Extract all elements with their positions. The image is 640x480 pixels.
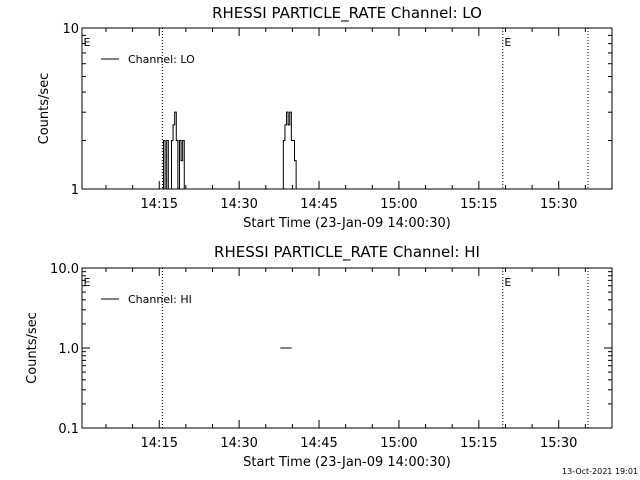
event-label: E [504, 276, 511, 289]
data-point [280, 347, 282, 349]
data-point [166, 140, 168, 142]
data-point [295, 188, 297, 190]
x-tick-label: 14:30 [220, 436, 257, 451]
chart-panel-2: RHESSI PARTICLE_RATE Channel: HI 14:15 14:… [25, 243, 613, 470]
y-axis-label: Counts/sec [37, 73, 52, 145]
x-tick-label: 15:00 [380, 197, 417, 212]
data-point [167, 188, 169, 190]
x-tick-label: 15:00 [380, 436, 417, 451]
data-point [162, 140, 164, 142]
data-point [292, 140, 294, 142]
data-point [172, 124, 174, 126]
legend-label: Channel: HI [128, 293, 192, 306]
data-series-line [161, 111, 297, 190]
x-tick-label: 14:30 [220, 197, 257, 212]
x-tick-label: 15:30 [540, 436, 577, 451]
x-tick-label: 14:45 [300, 436, 337, 451]
chart-panel-1: RHESSI PARTICLE_RATE Channel: LO 14:15 14:… [37, 4, 613, 231]
event-label: E [504, 36, 511, 49]
plot-frame [81, 27, 613, 190]
y-tick-label: 0.1 [58, 422, 79, 437]
data-point [175, 140, 177, 142]
legend-label: Channel: LO [128, 53, 195, 66]
data-point [183, 188, 185, 190]
chart-title: RHESSI PARTICLE_RATE Channel: LO [212, 4, 482, 23]
x-tick-label: 14:45 [300, 197, 337, 212]
data-point [174, 111, 176, 113]
chart-title: RHESSI PARTICLE_RATE Channel: HI [214, 243, 480, 262]
data-point [169, 188, 171, 190]
y-tick-label: 1.0 [58, 342, 79, 357]
data-point [289, 111, 291, 113]
data-point [281, 188, 283, 190]
x-tick-label: 15:15 [460, 436, 497, 451]
data-point [185, 188, 187, 190]
data-point [161, 188, 163, 190]
event-label: E [84, 276, 91, 289]
data-point [294, 160, 296, 162]
y-tick-label: 10.0 [50, 262, 79, 277]
data-point [164, 188, 166, 190]
x-tick-label: 14:15 [141, 436, 178, 451]
data-point [286, 111, 288, 113]
data-point [290, 140, 292, 142]
x-tick-label: 15:30 [540, 197, 577, 212]
y-tick-label: 1 [71, 183, 79, 198]
x-tick-label: 15:15 [460, 197, 497, 212]
footer-timestamp: 13-Oct-2021 19:01 [562, 467, 638, 476]
x-axis-label: Start Time (23-Jan-09 14:00:30) [243, 216, 451, 231]
data-point [178, 140, 180, 142]
plot-frame [81, 267, 613, 429]
event-label: E [84, 36, 91, 49]
data-point [290, 347, 292, 349]
data-point [177, 188, 179, 190]
y-axis-label: Counts/sec [25, 312, 40, 384]
data-point [287, 124, 289, 126]
y-tick-label: 10 [62, 22, 79, 37]
x-axis-label: Start Time (23-Jan-09 14:00:30) [243, 455, 451, 470]
data-point [282, 140, 284, 142]
data-point [180, 160, 182, 162]
x-tick-label: 14:15 [141, 197, 178, 212]
data-point [182, 140, 184, 142]
data-point [284, 124, 286, 126]
data-point [170, 140, 172, 142]
